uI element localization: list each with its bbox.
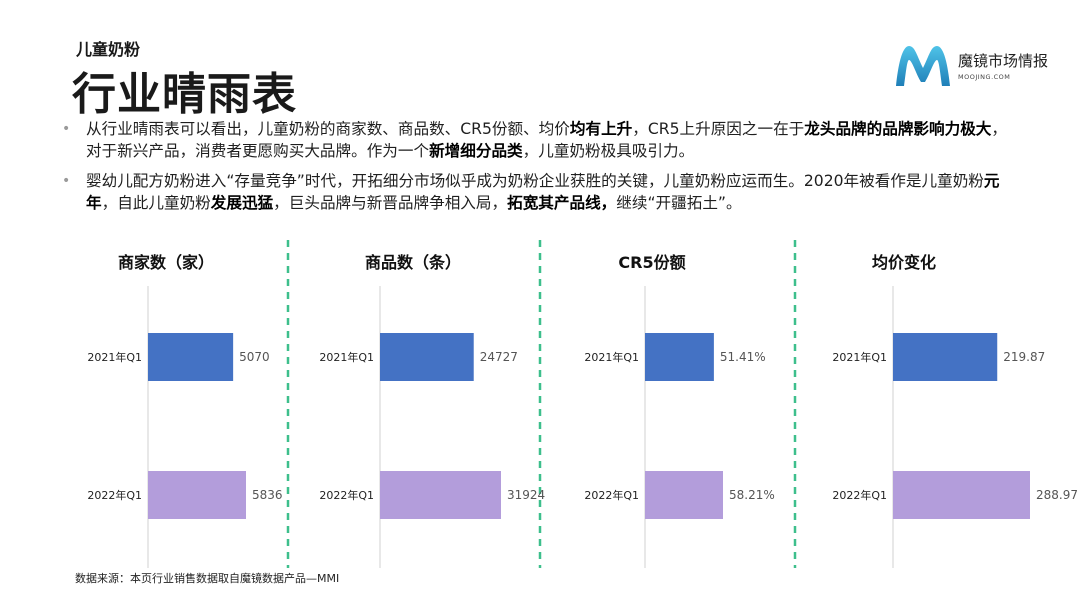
chart-title: 均价变化 xyxy=(872,253,936,272)
bullet-highlight: 拓宽其产品线， xyxy=(507,194,617,212)
bullet-segment: ，CR5上升原因之一在于 xyxy=(632,120,805,138)
bullet-highlight: 龙头品牌的品牌影响力极大 xyxy=(804,120,992,138)
moojing-m-icon xyxy=(896,46,950,86)
data-label: 31924 xyxy=(507,488,545,502)
summary-bullets: • 从行业晴雨表可以看出，儿童奶粉的商家数、商品数、CR5份额、均价均有上升，C… xyxy=(60,118,1020,222)
category-label: 2021年Q1 xyxy=(87,350,142,364)
chart-bar xyxy=(893,471,1030,519)
bullet-segment: ，巨头品牌与新晋品牌争相入局， xyxy=(273,194,508,212)
category-label: 2021年Q1 xyxy=(319,350,374,364)
bullet-segment: 婴幼儿配方奶粉进入“存量竞争”时代，开拓细分市场似乎成为奶粉企业获胜的关键，儿童… xyxy=(86,172,984,190)
brand-logo: 魔镜市场情报 MOOJING.COM xyxy=(892,40,1062,92)
section-kicker: 儿童奶粉 xyxy=(76,40,141,59)
chart-title: 商品数（条） xyxy=(365,253,461,272)
category-label: 2021年Q1 xyxy=(584,350,639,364)
bullet-item: • 婴幼儿配方奶粉进入“存量竞争”时代，开拓细分市场似乎成为奶粉企业获胜的关键，… xyxy=(60,170,1020,214)
bullet-item: • 从行业晴雨表可以看出，儿童奶粉的商家数、商品数、CR5份额、均价均有上升，C… xyxy=(60,118,1020,162)
category-label: 2022年Q1 xyxy=(584,488,639,502)
data-label: 219.87 xyxy=(1003,350,1045,364)
data-label: 5070 xyxy=(239,350,270,364)
category-label: 2021年Q1 xyxy=(832,350,887,364)
data-source-note: 数据来源：本页行业销售数据取自魔镜数据产品—MMI xyxy=(75,572,340,585)
bullet-highlight: 发展迅猛 xyxy=(210,194,274,212)
data-label: 288.97 xyxy=(1036,488,1078,502)
bullet-highlight: 新增细分品类 xyxy=(429,142,523,160)
chart-bar xyxy=(645,471,723,519)
chart-bar xyxy=(380,471,501,519)
page-title: 行业晴雨表 xyxy=(72,69,297,120)
bullet-segment: ，儿童奶粉极具吸引力。 xyxy=(522,142,695,160)
bullet-segment: 继续“开疆拓土”。 xyxy=(616,194,742,212)
brand-name: 魔镜市场情报 xyxy=(958,52,1049,70)
data-label: 5836 xyxy=(252,488,283,502)
chart-bar xyxy=(380,333,474,381)
bullet-segment: 从行业晴雨表可以看出，儿童奶粉的商家数、商品数、CR5份额、均价 xyxy=(86,120,570,138)
brand-url: MOOJING.COM xyxy=(958,73,1011,81)
data-label: 24727 xyxy=(480,350,518,364)
chart-title: 商家数（家） xyxy=(118,253,214,272)
bullet-segment: ，自此儿童奶粉 xyxy=(101,194,211,212)
chart-bar xyxy=(893,333,998,381)
category-label: 2022年Q1 xyxy=(87,488,142,502)
bullet-highlight: 元年 xyxy=(86,172,1000,212)
bullet-dot-icon: • xyxy=(62,173,71,189)
chart-bar xyxy=(148,471,246,519)
category-label: 2022年Q1 xyxy=(319,488,374,502)
category-label: 2022年Q1 xyxy=(832,488,887,502)
chart-title: CR5份额 xyxy=(618,253,685,272)
bullet-dot-icon: • xyxy=(62,121,71,137)
chart-bar xyxy=(645,333,714,381)
bullet-segment: ，对于新兴产品，消费者更愿购买大品牌。作为一个 xyxy=(86,120,1008,160)
barometer-charts: 商家数（家） 2021年Q1 5070 2022年Q1 5836 商品数（条） 2021年Q… xyxy=(87,240,1078,568)
bullet-highlight: 均有上升 xyxy=(569,120,633,138)
data-label: 58.21% xyxy=(729,488,775,502)
data-label: 51.41% xyxy=(720,350,766,364)
chart-bar xyxy=(148,333,234,381)
